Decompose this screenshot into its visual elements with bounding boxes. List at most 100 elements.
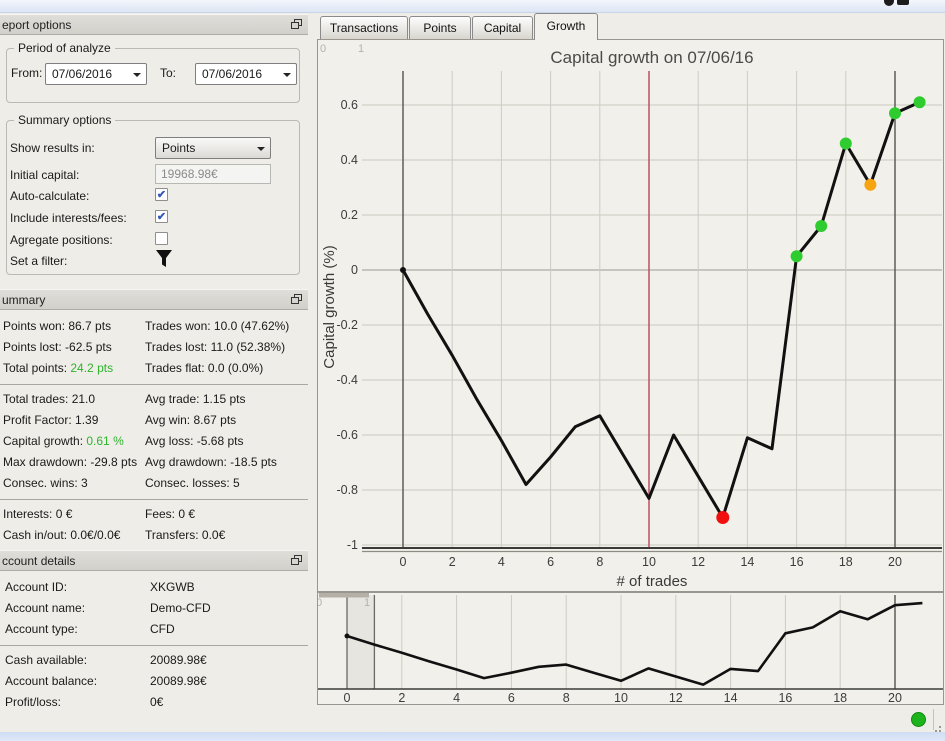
account-details-header: ccount details [0, 550, 308, 571]
float-panel-icon[interactable] [291, 294, 302, 305]
growth-overview-panel: 0 2 4 6 8 10 12 14 16 18 20 0 1 [316, 592, 944, 705]
initial-capital-input[interactable]: 19968.98€ [155, 164, 271, 184]
summary-stat-left: Capital growth: 0.61 % [3, 434, 124, 448]
summary-stat-left: Consec. wins: 3 [3, 476, 88, 490]
from-date-combobox[interactable]: 07/06/2016 [45, 63, 147, 85]
resize-grip[interactable] [939, 726, 941, 728]
x-tick-label: 10 [614, 691, 628, 704]
window-control-icon-partial[interactable] [884, 0, 894, 6]
summary-divider [0, 499, 308, 500]
summary-row: Profit Factor: 1.39 Avg win: 8.67 pts [0, 410, 308, 431]
account-row-label: Account balance: [5, 674, 98, 688]
capital-growth-overview-chart: 0 2 4 6 8 10 12 14 16 18 20 0 1 [316, 593, 943, 705]
summary-row: Total points: 24.2 pts Trades flat: 0.0 (… [0, 358, 308, 379]
initial-capital-value: 19968.98€ [161, 167, 218, 181]
summary-panel: ummary Points won: 86.7 pts Trades won: 1… [0, 289, 308, 546]
connection-status-dot [911, 712, 926, 727]
summary-stat-right: Avg win: 8.67 pts [145, 413, 237, 427]
account-row-label: Account name: [5, 601, 86, 615]
window-top-strip [0, 0, 945, 13]
summary-stat-right: Avg drawdown: -18.5 pts [145, 455, 277, 469]
summary-header: ummary [0, 289, 308, 310]
range-scrollbar-thumb [319, 593, 369, 598]
x-tick-label: 2 [449, 555, 456, 569]
capital-growth-chart: 0.60.40.20-0.2-0.4-0.6-0.8-10 2 4 6 8 10 12 14 1… [320, 43, 942, 590]
trade-marker [790, 250, 803, 263]
summary-row: Consec. wins: 3 Consec. losses: 5 [0, 473, 308, 494]
show-results-value: Points [162, 141, 196, 155]
auto-calculate-checkbox[interactable]: ✔ [155, 188, 168, 201]
trade-marker [716, 511, 730, 524]
x-tick-label: 6 [547, 555, 554, 569]
x-tick-label: 8 [596, 555, 603, 569]
x-tick-label: 12 [691, 555, 705, 569]
agregate-positions-checkbox[interactable] [155, 232, 168, 245]
window-control-icon-partial-2[interactable] [897, 0, 909, 5]
x-tick-label: 8 [563, 691, 570, 704]
y-axis-title: Capital growth (%) [321, 245, 338, 368]
summary-stat-right: Trades lost: 11.0 (52.38%) [145, 340, 286, 354]
capital-growth-line [401, 100, 921, 519]
y-tick-label: -1 [347, 538, 358, 552]
trade-marker [400, 267, 406, 273]
float-panel-icon[interactable] [291, 19, 302, 30]
y-tick-label: -0.2 [336, 318, 358, 332]
trade-marker [889, 107, 901, 120]
x-tick-label: 12 [669, 691, 683, 704]
account-divider [0, 645, 308, 646]
summary-stat-left: Interests: 0 € [3, 507, 73, 521]
from-label: From: [11, 66, 43, 80]
account-row-label: Cash available: [5, 653, 88, 667]
include-interests-checkbox[interactable]: ✔ [155, 210, 168, 223]
report-tabbar: Transactions Points Capital Growth [315, 13, 945, 40]
from-date-dropdown-arrow[interactable] [129, 64, 146, 84]
tab-capital[interactable]: Capital [472, 16, 533, 39]
x-tick-label: 14 [724, 691, 738, 704]
show-results-combobox[interactable]: Points [155, 137, 271, 159]
range-slider-label-0: 0 [318, 597, 322, 609]
y-tick-label: 0.6 [341, 98, 358, 112]
report-options-panel: eport options Period of analyze From: 07… [0, 14, 308, 285]
y-tick-label: -0.4 [336, 373, 358, 387]
trade-marker [864, 178, 877, 191]
to-date-dropdown-arrow[interactable] [279, 64, 296, 84]
x-tick-label: 10 [642, 555, 656, 569]
summary-stat-right: Trades flat: 0.0 (0.0%) [145, 361, 264, 375]
period-of-analyze-group: Period of analyze From: 07/06/2016 To: 0… [6, 41, 300, 103]
x-tick-label: 4 [453, 691, 460, 704]
to-date-combobox[interactable]: 07/06/2016 [195, 63, 297, 85]
account-row-value: 20089.98€ [150, 674, 207, 688]
from-date-value: 07/06/2016 [52, 67, 113, 81]
account-row: Profit/loss: 0€ [0, 692, 308, 713]
summary-options-title: Summary options [14, 113, 116, 127]
account-row-label: Account type: [5, 622, 78, 636]
summary-stat-right: Avg trade: 1.15 pts [145, 392, 246, 406]
summary-stat-left: Max drawdown: -29.8 pts [3, 455, 138, 469]
range-slider-label-1: 1 [364, 597, 370, 609]
show-results-dropdown-arrow[interactable] [253, 138, 270, 158]
show-results-label: Show results in: [10, 141, 95, 155]
summary-row: Cash in/out: 0.0€/0.0€ Transfers: 0.0€ [0, 525, 308, 546]
summary-row: Points won: 86.7 pts Trades won: 10.0 (47… [0, 316, 308, 337]
float-panel-icon[interactable] [291, 555, 302, 566]
account-row: Account name: Demo-CFD [0, 598, 308, 619]
range-slider-label-1: 1 [358, 43, 364, 55]
summary-row: Capital growth: 0.61 % Avg loss: -5.68 pt… [0, 431, 308, 452]
account-row-value: 20089.98€ [150, 653, 207, 667]
summary-title: ummary [2, 293, 46, 307]
summary-row: Points lost: -62.5 pts Trades lost: 11.0 … [0, 337, 308, 358]
filter-icon[interactable] [155, 249, 173, 268]
tab-growth[interactable]: Growth [534, 13, 598, 40]
summary-row: Interests: 0 € Fees: 0 € [0, 504, 308, 525]
account-row-value: CFD [150, 622, 175, 636]
summary-stat-left: Points won: 86.7 pts [3, 319, 112, 333]
x-tick-label: 0 [344, 691, 351, 704]
x-tick-label: 2 [398, 691, 405, 704]
resize-grip[interactable] [935, 730, 937, 732]
overview-start-marker [344, 633, 350, 639]
account-row-value: 0€ [150, 695, 164, 709]
resize-grip[interactable] [939, 730, 941, 732]
tab-points[interactable]: Points [409, 16, 471, 39]
y-tick-label: -0.8 [336, 483, 358, 497]
tab-transactions[interactable]: Transactions [320, 16, 408, 39]
